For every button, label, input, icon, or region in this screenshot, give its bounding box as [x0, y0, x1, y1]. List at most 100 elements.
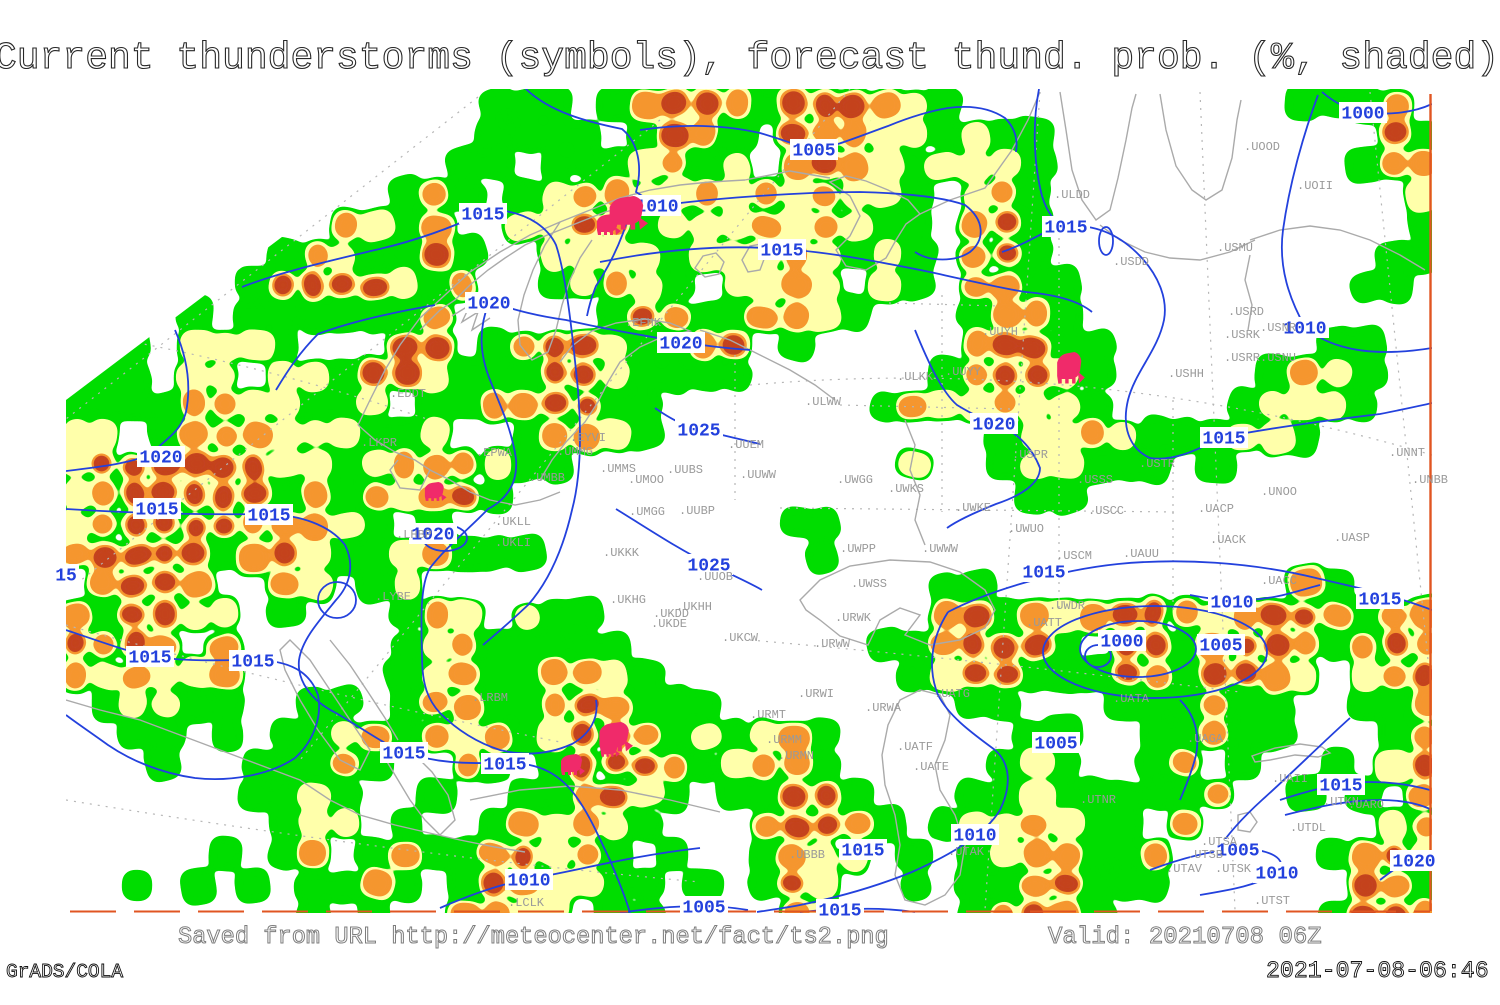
svg-text:.UUYH: .UUYH — [982, 325, 1018, 339]
svg-text:1010: 1010 — [1283, 320, 1326, 340]
svg-text:.UWGG: .UWGG — [837, 473, 873, 487]
svg-text:1020: 1020 — [972, 416, 1015, 436]
svg-text:.UAUU: .UAUU — [1123, 547, 1159, 561]
svg-text:.UWDR: .UWDR — [1049, 599, 1085, 613]
svg-text:.UATA: .UATA — [1113, 692, 1150, 706]
svg-text:1010: 1010 — [635, 198, 678, 218]
svg-text:.UWWW: .UWWW — [922, 542, 959, 556]
svg-text:.UATG: .UATG — [934, 687, 970, 701]
svg-text:.UNNT: .UNNT — [1389, 446, 1425, 460]
svg-text:.UATE: .UATE — [913, 760, 949, 774]
svg-text:.UWUO: .UWUO — [1008, 522, 1044, 536]
svg-text:.EDDT: .EDDT — [390, 387, 426, 401]
svg-text:.UKDD: .UKDD — [653, 607, 689, 621]
svg-text:.UTSB: .UTSB — [1187, 848, 1223, 862]
svg-text:.USRD: .USRD — [1228, 305, 1264, 319]
svg-text:.UUBS: .UUBS — [667, 463, 703, 477]
svg-text:1020: 1020 — [139, 449, 182, 469]
svg-text:.UATT: .UATT — [1026, 616, 1062, 630]
svg-text:.UTNR: .UTNR — [1080, 793, 1116, 807]
svg-text:.UMGG: .UMGG — [629, 505, 665, 519]
svg-text:.LYBE: .LYBE — [375, 590, 411, 604]
svg-text:.UAGA: .UAGA — [1187, 732, 1224, 746]
svg-text:Saved from URL http://meteocen: Saved from URL http://meteocenter.net/fa… — [178, 924, 889, 951]
svg-text:.URWK: .URWK — [835, 611, 872, 625]
svg-text:1015: 1015 — [483, 756, 526, 776]
svg-text:.URWW: .URWW — [814, 637, 851, 651]
svg-text:.UWKS: .UWKS — [888, 482, 924, 496]
svg-text:1015: 1015 — [135, 501, 178, 521]
svg-text:.UKHH: .UKHH — [676, 600, 712, 614]
svg-text:1015: 1015 — [1319, 777, 1362, 797]
svg-text:.URMT: .URMT — [750, 708, 786, 722]
svg-text:.URWI: .URWI — [798, 687, 834, 701]
svg-text:.UATF: .UATF — [897, 740, 933, 754]
svg-text:Current thunderstorms (symbols: Current thunderstorms (symbols), forecas… — [0, 37, 1499, 80]
svg-text:.URMM: .URMM — [766, 733, 802, 747]
svg-text:2021-07-08-06:46: 2021-07-08-06:46 — [1266, 958, 1489, 984]
svg-text:.USSS: .USSS — [1077, 473, 1113, 487]
svg-text:.URMN: .URMN — [778, 749, 814, 763]
svg-text:.UMMG: .UMMG — [557, 445, 593, 459]
svg-text:.EPWA: .EPWA — [476, 446, 513, 460]
svg-text:.EYVI: .EYVI — [570, 431, 606, 445]
svg-text:.USNU: .USNU — [1260, 351, 1296, 365]
svg-text:1020: 1020 — [411, 526, 454, 546]
svg-text:1005: 1005 — [792, 142, 835, 162]
svg-text:.UMMS: .UMMS — [600, 462, 636, 476]
svg-text:.UUBP: .UUBP — [679, 504, 715, 518]
svg-text:.UOII: .UOII — [1297, 179, 1333, 193]
svg-text:1010: 1010 — [507, 872, 550, 892]
svg-text:1015: 1015 — [247, 507, 290, 527]
svg-text:.LKPR: .LKPR — [361, 436, 397, 450]
svg-text:.USTR: .USTR — [1139, 457, 1175, 471]
svg-text:.URWA: .URWA — [865, 701, 902, 715]
svg-text:.ULKK: .ULKK — [897, 370, 934, 384]
svg-text:.UACP: .UACP — [1198, 502, 1234, 516]
svg-text:1015: 1015 — [841, 842, 884, 862]
svg-text:.UKDE: .UKDE — [651, 617, 687, 631]
svg-text:.USDD: .USDD — [1113, 255, 1149, 269]
svg-text:.LHBP: .LHBP — [396, 528, 432, 542]
svg-text:.USCC: .USCC — [1088, 504, 1124, 518]
svg-text:1025: 1025 — [687, 557, 730, 577]
svg-text:.UASP: .UASP — [1334, 531, 1370, 545]
svg-text:.UARO: .UARO — [1348, 798, 1384, 812]
svg-text:1000: 1000 — [1100, 633, 1143, 653]
svg-text:.UKLL: .UKLL — [495, 515, 531, 529]
svg-text:15: 15 — [55, 567, 77, 587]
svg-text:.UMBB: .UMBB — [529, 471, 565, 485]
svg-text:.UUEM: .UUEM — [728, 438, 764, 452]
svg-text:.UKHG: .UKHG — [610, 593, 646, 607]
svg-text:1020: 1020 — [467, 295, 510, 315]
svg-text:.USMU: .USMU — [1217, 241, 1253, 255]
svg-text:1015: 1015 — [128, 649, 171, 669]
svg-text:.UWSS: .UWSS — [851, 577, 887, 591]
svg-text:.UACC: .UACC — [1261, 574, 1297, 588]
svg-text:.UKKK: .UKKK — [603, 546, 640, 560]
svg-text:.ULWW: .ULWW — [805, 395, 842, 409]
svg-text:1020: 1020 — [659, 335, 702, 355]
svg-text:1005: 1005 — [682, 899, 725, 919]
svg-text:1005: 1005 — [1216, 842, 1259, 862]
svg-text:.USCM: .USCM — [1056, 549, 1092, 563]
svg-text:.LCLK: .LCLK — [508, 896, 545, 910]
svg-text:.UNBB: .UNBB — [1412, 473, 1448, 487]
svg-text:.UUWW: .UUWW — [740, 468, 777, 482]
svg-text:.UTAV: .UTAV — [1166, 862, 1203, 876]
svg-text:.ULDD: .ULDD — [1054, 188, 1090, 202]
svg-text:.UACK: .UACK — [1210, 533, 1247, 547]
svg-text:.UUOB: .UUOB — [697, 570, 733, 584]
svg-text:.UUYY: .UUYY — [945, 365, 981, 379]
svg-text:1015: 1015 — [382, 745, 425, 765]
svg-text:1005: 1005 — [1034, 735, 1077, 755]
svg-text:1015: 1015 — [231, 653, 274, 673]
svg-text:.UBBB: .UBBB — [789, 848, 825, 862]
svg-text:1015: 1015 — [760, 242, 803, 262]
svg-text:.UTSK: .UTSK — [1215, 862, 1252, 876]
svg-text:.UKLI: .UKLI — [495, 536, 531, 550]
svg-text:.UTST: .UTST — [1254, 894, 1290, 908]
svg-text:.UOOD: .UOOD — [1244, 140, 1280, 154]
svg-text:.UKCW: .UKCW — [722, 631, 759, 645]
svg-text:1015: 1015 — [818, 902, 861, 922]
